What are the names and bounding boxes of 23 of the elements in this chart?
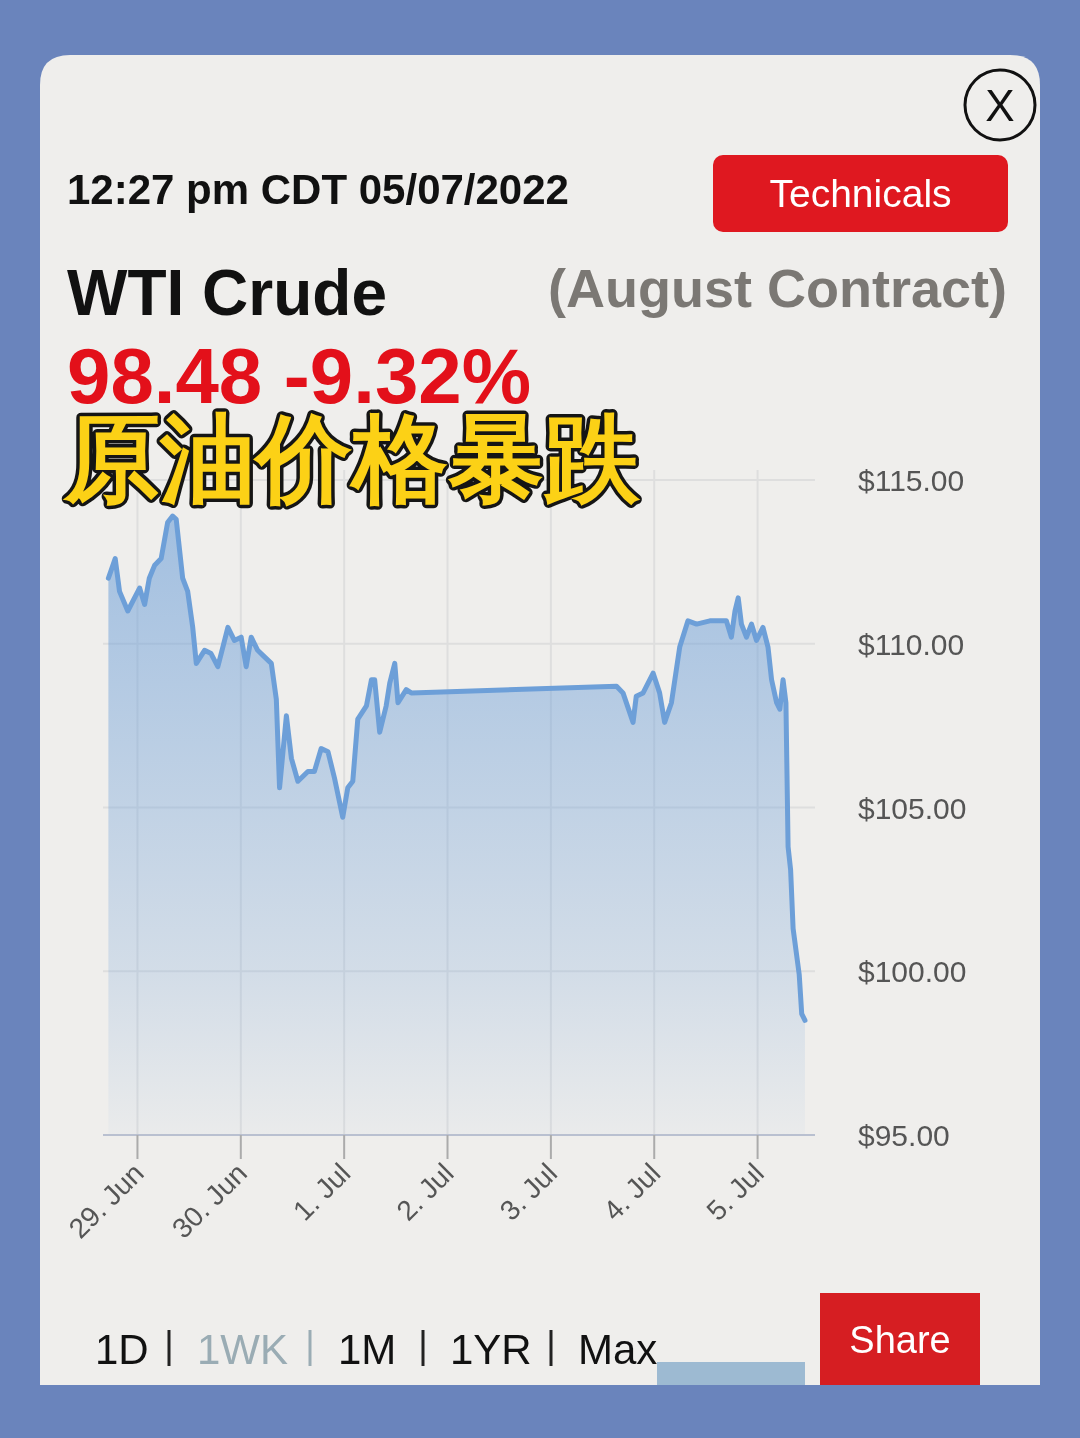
y-tick-label: $110.00 <box>858 627 965 661</box>
x-tick-label: 4. Jul <box>597 1157 667 1227</box>
y-tick-label: $100.00 <box>858 955 967 989</box>
y-tick-label: $115.00 <box>858 464 965 497</box>
y-tick-label: $105.00 <box>858 791 967 825</box>
chart-subtitle: (August Contract) <box>548 258 1007 318</box>
y-tick-label: $95.00 <box>858 1119 950 1152</box>
x-tick-label: 5. Jul <box>700 1157 770 1227</box>
button: Share <box>820 1293 980 1385</box>
chart-title: WTI Crude <box>67 257 387 329</box>
x-tick-label: 2. Jul <box>390 1157 460 1227</box>
text: Max <box>578 1326 658 1373</box>
button: X <box>963 68 1037 142</box>
x-tick-label: 30. Jun <box>166 1157 254 1245</box>
x-tick-label: 3. Jul <box>493 1157 564 1227</box>
x-tick-label: 1. Jul <box>287 1157 357 1227</box>
text: 1D <box>95 1326 149 1373</box>
text: 1YR <box>450 1326 532 1373</box>
text: 12:27 pm CDT 05/07/2022 <box>67 166 569 213</box>
button: Technicals <box>713 155 1008 232</box>
text: 1M <box>338 1326 397 1373</box>
text: 1WK <box>197 1326 289 1373</box>
x-tick-label: 29. Jun <box>62 1157 150 1245</box>
